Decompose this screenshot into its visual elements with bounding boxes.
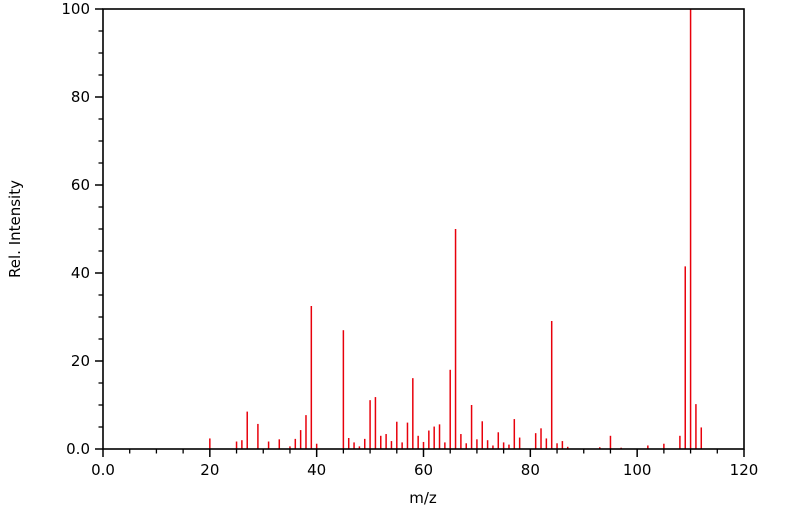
- x-tick-label: 120: [730, 461, 759, 479]
- y-tick-label: 0.0: [66, 440, 90, 458]
- x-tick-label: 20: [200, 461, 219, 479]
- x-tick-label: 0.0: [91, 461, 115, 479]
- x-tick-label: 40: [307, 461, 326, 479]
- x-tick-label: 60: [414, 461, 433, 479]
- y-tick-label: 80: [71, 88, 90, 106]
- y-tick-label: 60: [71, 176, 90, 194]
- plot-frame: [102, 8, 745, 450]
- x-tick-label: 100: [623, 461, 652, 479]
- x-tick-label: 80: [521, 461, 540, 479]
- y-tick-label: 100: [61, 0, 90, 18]
- y-tick-label: 40: [71, 264, 90, 282]
- y-tick-label: 20: [71, 352, 90, 370]
